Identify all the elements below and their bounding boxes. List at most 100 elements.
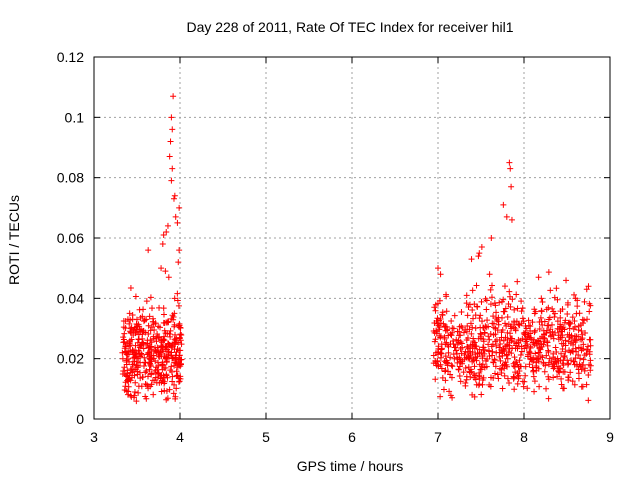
data-point <box>577 363 584 370</box>
data-point <box>581 317 588 324</box>
data-point <box>479 361 486 368</box>
data-point <box>461 351 468 358</box>
data-point <box>484 317 491 324</box>
data-point <box>503 352 510 359</box>
data-point <box>162 364 169 371</box>
data-point <box>511 324 518 331</box>
data-point <box>434 351 441 358</box>
data-point <box>148 339 155 346</box>
data-point <box>515 321 522 328</box>
data-point <box>496 353 503 360</box>
data-point <box>581 298 588 305</box>
data-point <box>521 331 528 338</box>
data-point <box>137 359 144 366</box>
data-point <box>559 346 566 353</box>
data-point <box>520 329 527 336</box>
data-point <box>469 349 476 356</box>
data-point <box>439 374 446 381</box>
data-point <box>168 363 175 370</box>
data-point <box>506 159 513 166</box>
data-point <box>435 265 441 272</box>
data-point <box>551 314 558 321</box>
data-point <box>531 378 538 385</box>
data-point <box>498 298 505 305</box>
data-point <box>175 259 182 266</box>
data-point <box>451 344 458 351</box>
data-point <box>508 216 515 223</box>
data-point <box>161 387 168 394</box>
data-point <box>552 344 559 351</box>
data-point <box>559 306 566 313</box>
x-tick-label: 8 <box>520 429 528 445</box>
data-point <box>522 342 529 349</box>
data-point <box>472 312 479 319</box>
data-point <box>531 388 538 395</box>
data-point <box>456 363 463 370</box>
data-point <box>489 352 496 359</box>
data-point <box>178 341 185 348</box>
data-point <box>165 319 172 326</box>
data-point <box>158 339 165 346</box>
data-point <box>453 347 460 354</box>
data-point <box>555 336 562 343</box>
data-point <box>469 343 476 350</box>
data-point <box>144 381 151 388</box>
data-point <box>501 308 508 315</box>
data-point <box>486 271 493 278</box>
data-point <box>175 323 182 330</box>
data-point <box>525 317 532 324</box>
data-point <box>551 363 558 370</box>
data-point <box>156 304 163 311</box>
data-point <box>513 340 520 347</box>
data-point <box>503 213 510 220</box>
data-point <box>587 362 594 369</box>
data-point <box>172 395 179 402</box>
data-point <box>125 388 132 395</box>
data-point <box>514 380 521 387</box>
data-point <box>132 293 139 300</box>
chart-title: Day 228 of 2011, Rate Of TEC Index for r… <box>186 19 513 35</box>
data-point <box>511 354 518 361</box>
data-point <box>538 307 545 314</box>
data-point <box>443 339 450 346</box>
data-point <box>121 386 128 393</box>
data-point <box>544 339 551 346</box>
data-point <box>127 325 134 332</box>
data-point <box>172 331 179 338</box>
data-point <box>567 320 574 327</box>
data-point <box>120 318 127 325</box>
data-point <box>487 330 494 337</box>
data-point <box>158 265 165 272</box>
data-point <box>143 341 150 348</box>
data-point <box>471 393 478 400</box>
data-point <box>582 365 589 372</box>
data-point <box>580 341 587 348</box>
data-point <box>152 347 159 354</box>
data-point <box>534 355 541 362</box>
data-point <box>539 321 546 328</box>
data-point <box>467 320 474 327</box>
data-point <box>567 340 574 347</box>
data-point <box>481 330 488 337</box>
data-point <box>169 126 176 133</box>
data-point <box>562 317 569 324</box>
data-point <box>431 304 438 311</box>
x-tick-label: 9 <box>606 429 614 445</box>
data-point <box>465 354 472 361</box>
data-point <box>176 320 183 327</box>
data-point <box>478 298 485 305</box>
data-point <box>446 388 453 395</box>
data-point <box>145 373 152 380</box>
data-point <box>553 285 560 292</box>
data-point <box>173 385 180 392</box>
data-point <box>572 345 579 352</box>
data-point <box>453 336 460 343</box>
data-point <box>483 306 490 313</box>
data-point <box>444 360 451 367</box>
data-point <box>519 305 526 312</box>
data-point <box>463 376 470 383</box>
data-point <box>476 346 483 353</box>
data-point <box>541 368 548 375</box>
data-point <box>537 314 544 321</box>
data-point <box>434 320 441 327</box>
